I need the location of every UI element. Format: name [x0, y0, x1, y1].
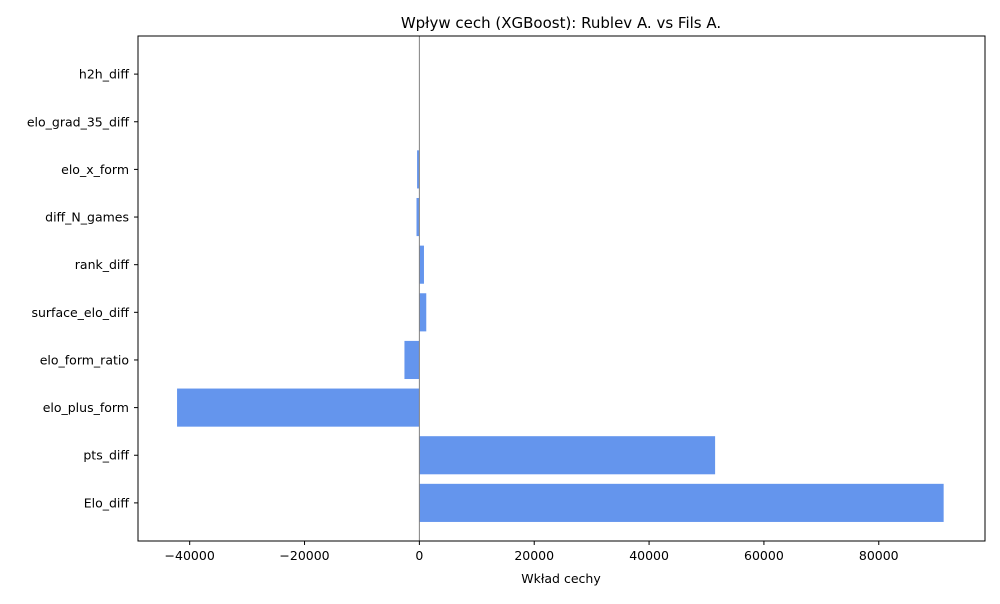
bar-pts_diff	[419, 436, 716, 475]
y-tick-label: elo_form_ratio	[40, 352, 129, 367]
y-tick-label: diff_N_games	[45, 210, 129, 225]
x-tick-label: −20000	[279, 548, 329, 563]
y-tick-label: elo_x_form	[61, 162, 129, 177]
bars-layer	[177, 150, 944, 522]
x-tick-label: 20000	[514, 548, 554, 563]
x-tick-label: 0	[415, 548, 423, 563]
y-tick-label: elo_grad_35_diff	[27, 114, 130, 129]
bar-elo_form_ratio	[404, 340, 420, 380]
chart-title: Wpływ cech (XGBoost): Rublev A. vs Fils …	[401, 14, 721, 32]
y-tick-label: surface_elo_diff	[31, 305, 129, 320]
x-axis-title: Wkład cechy	[521, 571, 601, 586]
bar-elo_x_form	[417, 150, 420, 189]
x-axis-ticks: −40000 −20000 0 20000 40000 60000 80000	[165, 541, 899, 563]
y-axis-ticks: Elo_diff pts_diff elo_plus_form elo_form_ra…	[27, 67, 138, 510]
bar-Elo_diff	[419, 483, 944, 522]
bar-surface_elo_diff	[419, 293, 427, 332]
y-tick-label: pts_diff	[83, 448, 129, 463]
x-tick-label: 40000	[629, 548, 669, 563]
x-tick-label: 60000	[744, 548, 784, 563]
plot-area-frame	[137, 35, 986, 542]
y-tick-label: Elo_diff	[84, 495, 130, 510]
y-tick-label: h2h_diff	[79, 67, 129, 82]
y-tick-label: elo_plus_form	[43, 400, 129, 415]
bar-elo_plus_form	[177, 388, 420, 427]
bar-rank_diff	[419, 245, 424, 284]
y-tick-label: rank_diff	[75, 257, 130, 272]
bar-diff_N_games	[416, 197, 420, 237]
x-tick-label: 80000	[859, 548, 899, 563]
x-tick-label: −40000	[165, 548, 215, 563]
